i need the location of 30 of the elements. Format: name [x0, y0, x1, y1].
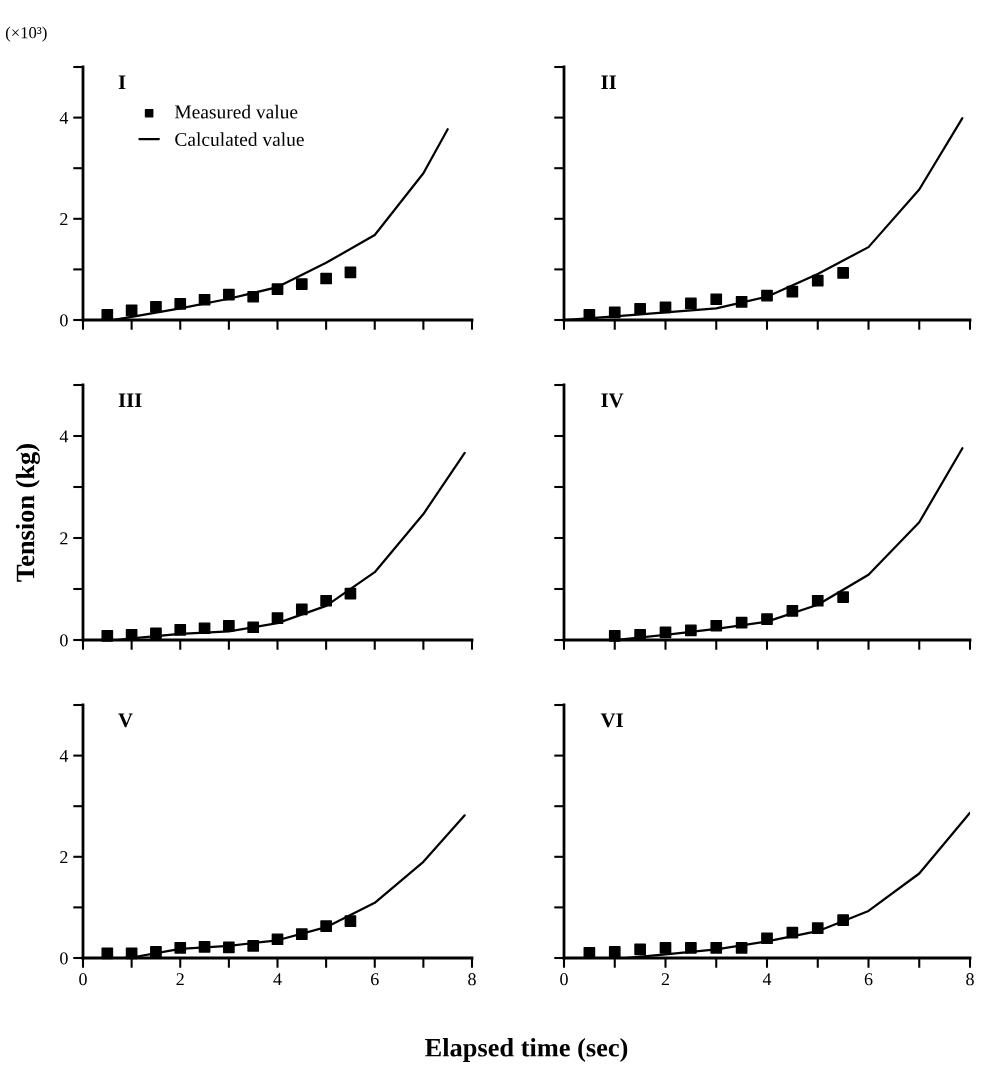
y-tick-label: 0 [60, 634, 68, 647]
y-tick-label: 2 [60, 213, 68, 226]
y-tick-label: 4 [59, 430, 69, 443]
x-tick-label: 6 [864, 973, 873, 986]
chart-title: I [118, 75, 126, 90]
x-axis-title: Elapsed time (sec) [425, 1038, 628, 1062]
chart-title: IV [601, 393, 624, 408]
text: (×10³) [5, 26, 47, 42]
y-tick-label: 4 [59, 111, 69, 124]
y-axis-title: Tension (kg) [15, 444, 40, 582]
x-tick-label: 0 [560, 973, 568, 986]
y-tick-label: 2 [60, 532, 68, 545]
legend-label: Measured value [174, 104, 298, 119]
y-tick-label: 0 [60, 314, 68, 327]
x-tick-label: 4 [762, 973, 772, 986]
chart-title: V [118, 713, 133, 728]
x-tick-label: 4 [273, 973, 282, 986]
chart-title: III [118, 393, 142, 408]
y-tick-label: 0 [60, 952, 68, 965]
chart-title: II [601, 75, 617, 90]
legend-label: Calculated value [175, 132, 304, 147]
x-tick-label: 0 [79, 973, 87, 986]
x-tick-label: 8 [966, 973, 974, 986]
x-tick-label: 2 [176, 973, 184, 986]
chart-title: VI [600, 713, 623, 728]
x-tick-label: 8 [468, 973, 476, 986]
y-tick-label: 2 [60, 851, 68, 864]
x-tick-label: 2 [661, 973, 670, 986]
y-tick-label: 4 [59, 749, 69, 762]
x-tick-label: 6 [371, 973, 379, 986]
